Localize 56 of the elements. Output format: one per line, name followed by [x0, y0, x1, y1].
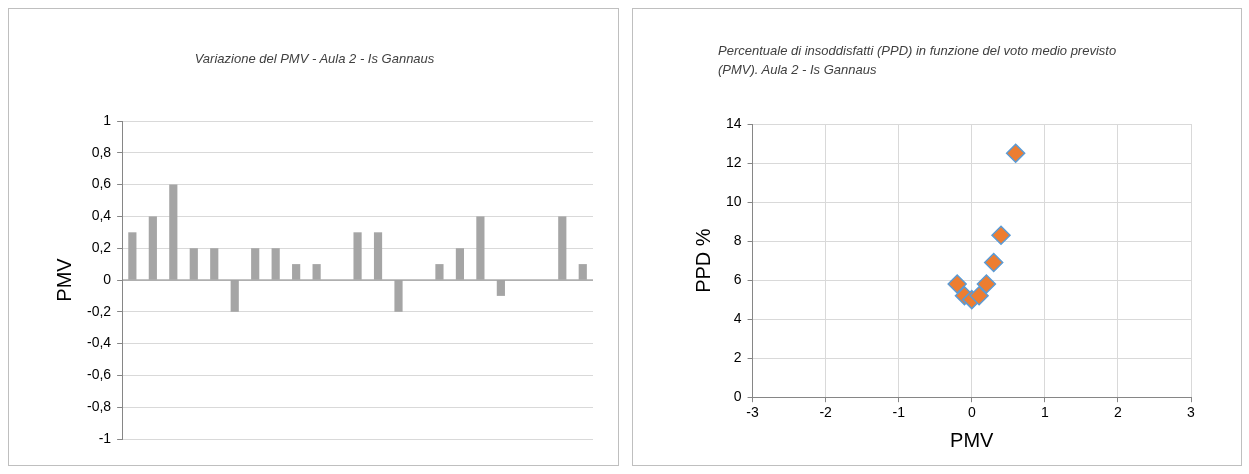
point [991, 225, 1011, 245]
y-tick-label: -0,4 [87, 334, 112, 351]
y-tick-label: 0 [733, 388, 742, 405]
bar [271, 248, 280, 280]
x-tick-label: 0 [967, 404, 976, 421]
chart-title: Percentuale di insoddisfatti (PPD) in funzione del voto medio previsto (PMV). Aula 2 - Is Gannaus [718, 42, 1118, 79]
y-tick-label: 4 [733, 310, 742, 326]
y-tick-label: 0,8 [91, 143, 112, 160]
y-tick-label: -0,6 [87, 366, 112, 383]
y-tick-label: 12 [725, 153, 742, 170]
bar [373, 232, 383, 280]
y-tick-label: 8 [733, 231, 742, 248]
point [976, 274, 997, 294]
bar [292, 264, 301, 280]
bar [578, 264, 587, 280]
bar [558, 216, 567, 280]
y-tick-label: -1 [98, 429, 112, 446]
bar [128, 232, 137, 280]
y-tick-label: 6 [733, 270, 742, 287]
point [1005, 143, 1026, 164]
y-tick-label: -0,2 [87, 302, 112, 319]
bar [312, 264, 321, 280]
bar [189, 248, 198, 280]
bar [210, 248, 219, 280]
y-tick-label: 0 [103, 270, 112, 287]
bar [496, 280, 505, 296]
point [969, 285, 989, 306]
x-tick-label: -2 [819, 404, 833, 421]
bar [455, 248, 465, 280]
bar [251, 248, 260, 280]
bar [394, 280, 403, 312]
bar [476, 216, 485, 280]
x-tick-label: -3 [746, 404, 760, 421]
y-tick-label: 1 [103, 111, 112, 128]
bar [169, 184, 178, 280]
bar [353, 232, 362, 280]
y-tick-label: 14 [725, 114, 742, 131]
point [983, 252, 1004, 273]
x-tick-label: 2 [1114, 404, 1123, 421]
y-tick-label: 0,2 [91, 239, 112, 256]
y-axis-title: PMV [52, 257, 75, 302]
y-tick-label: 10 [725, 192, 742, 209]
y-tick-label: 0,6 [91, 175, 112, 192]
chart-title: Variazione del PMV - Aula 2 - Is Gannaus [193, 50, 436, 68]
bar [435, 264, 444, 280]
x-tick-label: -1 [892, 404, 906, 421]
y-tick-label: -0,8 [87, 398, 112, 415]
y-axis-title: PPD % [691, 228, 714, 293]
x-tick-label: 3 [1187, 404, 1196, 421]
x-tick-label: 1 [1040, 404, 1049, 421]
y-tick-label: 2 [733, 349, 742, 366]
point [947, 274, 967, 294]
x-axis-title: PMV [950, 428, 995, 451]
bar [148, 216, 157, 280]
y-tick-label: 0,4 [91, 207, 112, 224]
bar [230, 280, 239, 312]
